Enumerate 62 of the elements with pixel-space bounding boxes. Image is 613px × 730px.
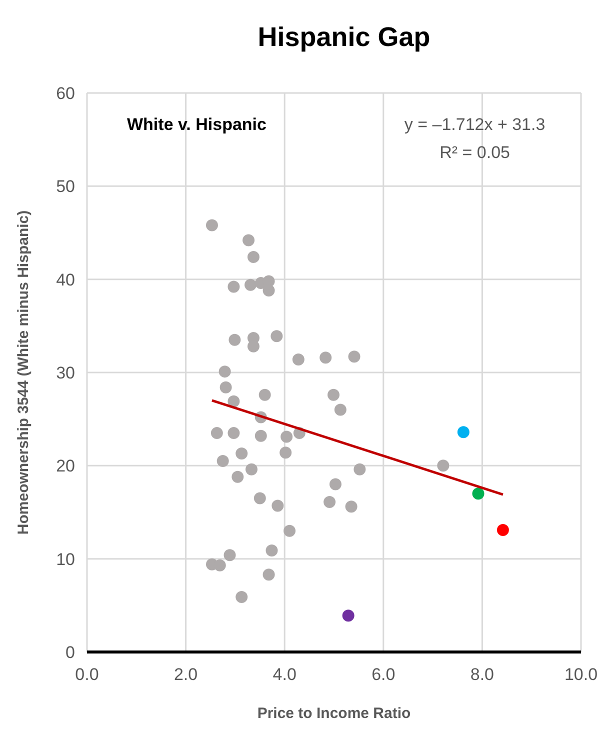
- point: [324, 496, 336, 508]
- point: [236, 591, 248, 604]
- x-tick-label: 6.0: [372, 665, 396, 684]
- point: [292, 353, 304, 366]
- point: [457, 426, 470, 438]
- point: [342, 610, 354, 622]
- x-axis-title: Price to Income Ratio: [257, 705, 411, 722]
- y-tick-label: 50: [56, 177, 75, 196]
- point: [228, 395, 240, 408]
- x-tick-label: 8.0: [470, 665, 494, 684]
- annotation: R² = 0.05: [440, 143, 510, 162]
- point: [496, 524, 509, 536]
- x-tick-label: 0.0: [75, 665, 99, 684]
- y-tick-label: 10: [56, 550, 75, 569]
- y-tick-label: 20: [56, 456, 75, 476]
- point: [354, 463, 366, 476]
- chart-title: Hispanic Gap: [258, 22, 430, 52]
- point: [272, 500, 284, 512]
- point: [262, 568, 275, 581]
- point: [247, 250, 260, 263]
- point: [328, 388, 340, 401]
- point: [472, 488, 484, 500]
- point: [224, 549, 236, 562]
- x-tick-label: 2.0: [174, 665, 198, 684]
- point: [210, 427, 223, 440]
- point: [437, 460, 450, 472]
- y-tick-label: 30: [56, 364, 75, 382]
- point: [214, 559, 226, 572]
- point: [258, 388, 271, 401]
- point: [270, 330, 283, 342]
- point: [228, 334, 241, 346]
- point: [206, 219, 218, 232]
- point: [228, 280, 240, 293]
- point: [345, 500, 358, 513]
- point: [242, 234, 255, 246]
- point: [220, 381, 232, 394]
- point: [216, 455, 229, 468]
- point: [244, 278, 257, 291]
- point: [228, 427, 240, 440]
- point: [254, 430, 267, 442]
- y-axis-title: Homeownership 3544 (White minus Hispanic): [15, 210, 32, 535]
- x-tick-label: 4.0: [272, 665, 296, 684]
- point: [320, 352, 332, 364]
- point: [334, 404, 346, 416]
- point: [329, 478, 342, 490]
- point: [232, 470, 244, 483]
- y-tick-label: 0: [66, 643, 75, 662]
- y-tick-label: 60: [56, 84, 75, 103]
- point: [280, 446, 292, 459]
- annotation: y = –1.712x + 31.3: [404, 115, 546, 134]
- point: [254, 492, 266, 504]
- point: [348, 350, 360, 363]
- point: [280, 430, 293, 443]
- x-tick-label: 10.0: [564, 665, 598, 684]
- annotation: White v. Hispanic: [127, 115, 266, 134]
- point: [262, 284, 275, 297]
- point: [246, 463, 258, 476]
- point: [236, 448, 248, 460]
- y-tick-label: 40: [56, 270, 75, 290]
- point: [218, 366, 231, 378]
- point: [284, 524, 296, 537]
- point: [266, 544, 278, 556]
